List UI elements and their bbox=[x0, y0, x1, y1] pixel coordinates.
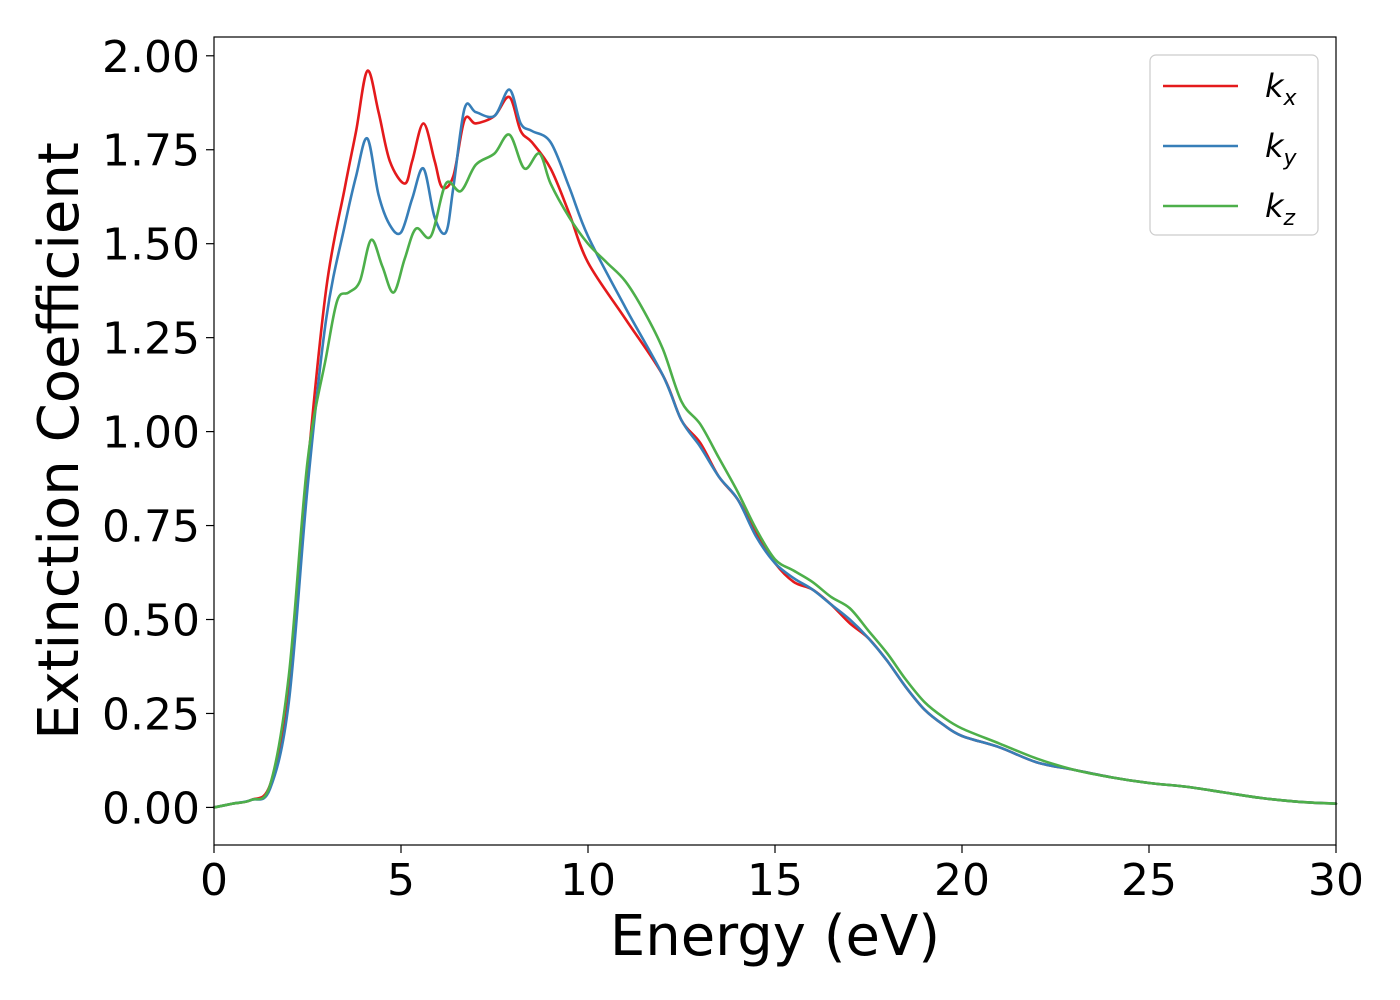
x-tick-label: 5 bbox=[387, 855, 415, 906]
y-tick-label: 0.25 bbox=[102, 689, 200, 740]
y-tick-label: 0.00 bbox=[102, 783, 200, 834]
x-axis: 0 5 10 15 20 25 30 bbox=[200, 845, 1364, 906]
x-axis-label: Energy (eV) bbox=[610, 904, 940, 969]
y-axis-label: Extinction Coefficient bbox=[27, 142, 92, 740]
series-line-kz bbox=[212, 133, 1338, 809]
x-tick-label: 30 bbox=[1308, 855, 1364, 906]
y-tick-label: 2.00 bbox=[102, 32, 200, 83]
y-tick-label: 1.25 bbox=[102, 314, 200, 365]
y-tick-label: 1.75 bbox=[102, 126, 200, 177]
y-tick-label: 0.75 bbox=[102, 502, 200, 553]
x-tick-label: 25 bbox=[1121, 855, 1177, 906]
y-axis: 0.00 0.25 0.50 0.75 1.00 1.25 1.50 1.75 2.00 bbox=[102, 32, 214, 834]
y-tick-label: 0.50 bbox=[102, 596, 200, 647]
legend-label-ky: ky bbox=[1265, 127, 1298, 171]
x-tick-label: 10 bbox=[560, 855, 616, 906]
legend-label-kz: kz bbox=[1265, 187, 1296, 231]
y-tick-label: 1.50 bbox=[102, 220, 200, 271]
x-tick-label: 15 bbox=[747, 855, 803, 906]
series-lines bbox=[212, 69, 1338, 809]
legend: kx ky kz bbox=[1149, 54, 1319, 236]
x-tick-label: 0 bbox=[200, 855, 228, 906]
legend-label-kx: kx bbox=[1265, 67, 1298, 111]
y-tick-label: 1.00 bbox=[102, 408, 200, 459]
x-tick-label: 20 bbox=[934, 855, 990, 906]
series-line-ky bbox=[212, 88, 1338, 809]
